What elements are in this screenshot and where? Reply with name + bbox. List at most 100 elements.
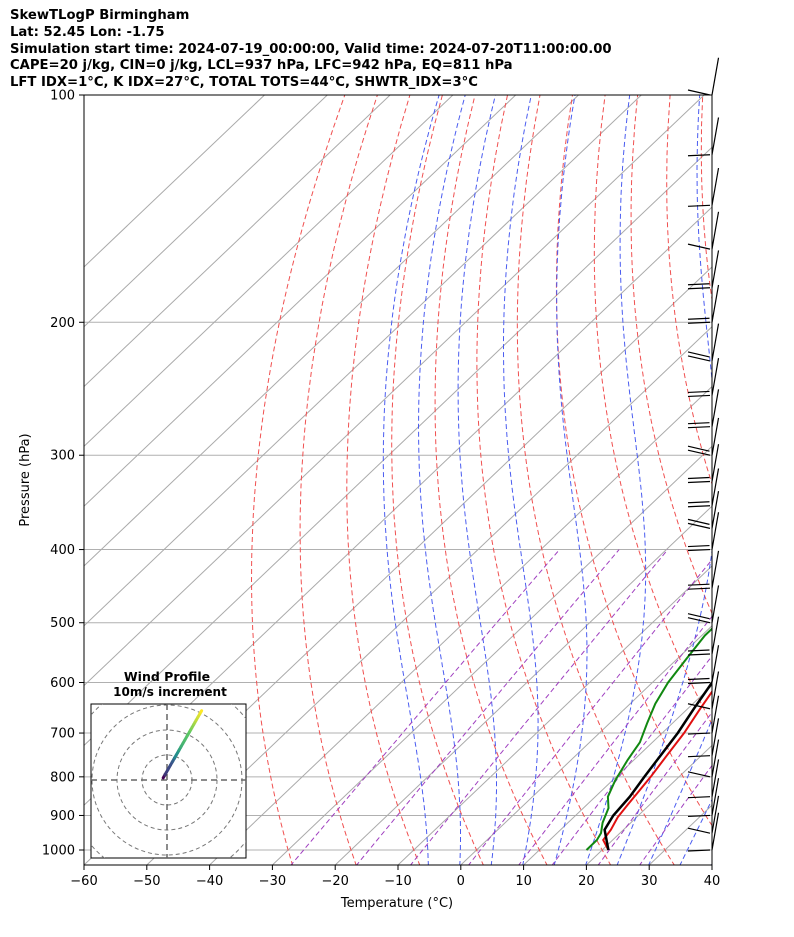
barb-flag	[687, 243, 711, 250]
barb-flag	[687, 732, 711, 735]
mixing-ratio-line	[551, 655, 712, 865]
y-tick-label: 400	[50, 543, 75, 558]
barb-flag	[687, 677, 710, 681]
barb-flag	[687, 449, 711, 456]
barb-flag	[687, 317, 710, 320]
barb-staff	[711, 718, 720, 756]
wind-barb	[687, 491, 720, 529]
wind-barb	[687, 795, 720, 834]
indices-line: LFT IDX=1°C, K IDX=27°C, TOTAL TOTS=44°C…	[10, 75, 478, 91]
dry-adiabat-line	[700, 95, 712, 303]
barb-flag	[687, 355, 711, 362]
barb-staff	[711, 585, 720, 623]
wind-barb	[687, 389, 720, 429]
barb-staff	[711, 739, 720, 777]
wind-barb	[687, 585, 720, 624]
isotherm-line	[84, 95, 328, 328]
moist-adiabat-line	[457, 95, 497, 865]
barb-flag	[687, 204, 711, 207]
barb-flag	[687, 283, 710, 286]
moist-adiabat-line	[503, 95, 539, 865]
barb-flag	[687, 445, 710, 452]
x-tick-label: −30	[259, 874, 286, 889]
wind-barb	[687, 358, 720, 398]
barb-staff	[711, 778, 720, 816]
wind-barb	[687, 718, 720, 758]
dry-adiabat-line	[391, 95, 484, 865]
x-tick-label: 20	[578, 874, 595, 889]
x-tick-label: 40	[704, 874, 721, 889]
wind-barb	[687, 250, 720, 290]
moist-adiabat-line	[382, 95, 440, 865]
time-line: Simulation start time: 2024-07-19_00:00:…	[10, 41, 612, 57]
x-tick-label: −60	[70, 874, 97, 889]
moist-adiabat-line	[648, 718, 712, 865]
barb-staff	[711, 167, 720, 206]
wind-barb	[687, 695, 720, 735]
isotherm-line	[84, 95, 265, 268]
mixing-ratio-line	[639, 764, 712, 865]
mixing-ratio-line	[518, 615, 712, 865]
barb-flag	[687, 518, 710, 525]
wind-barb	[687, 211, 720, 250]
y-tick-label: 1000	[42, 844, 75, 859]
barb-staff	[711, 695, 720, 734]
barb-staff	[711, 250, 720, 288]
moist-adiabat-line	[616, 95, 712, 865]
barb-staff	[711, 57, 720, 96]
hodograph-segment	[199, 709, 204, 714]
mixing-ratio-line	[355, 549, 620, 865]
barb-flag	[687, 287, 711, 290]
barb-staff	[711, 616, 720, 655]
temperature-line	[602, 689, 712, 851]
dry-adiabat-line	[555, 95, 712, 827]
barb-flag	[687, 613, 710, 620]
barb-flag	[687, 796, 711, 799]
isotherm-line	[774, 95, 794, 866]
barb-flag	[687, 505, 711, 508]
barb-flag	[687, 814, 711, 818]
barb-flag	[687, 544, 710, 548]
isotherm-line	[271, 445, 712, 865]
wind-barb	[687, 468, 720, 508]
y-tick-label: 100	[50, 89, 75, 104]
dry-adiabat-line	[476, 95, 612, 865]
barb-flag	[687, 849, 711, 852]
chart-title: SkewTLogP Birmingham	[10, 8, 190, 23]
barb-staff	[711, 468, 720, 506]
hodograph-title: Wind Profile	[124, 669, 210, 684]
dry-adiabat-line	[434, 95, 548, 865]
barb-flag	[687, 321, 711, 324]
dry-adiabat-line	[346, 95, 421, 865]
barb-staff	[711, 117, 720, 155]
wind-barb	[687, 739, 720, 778]
wind-barb	[687, 57, 720, 96]
isotherm-line	[84, 95, 705, 687]
isotherm-line	[84, 95, 642, 627]
barb-staff	[711, 417, 720, 456]
dry-adiabat-line	[250, 95, 346, 865]
isotherm-line	[585, 744, 712, 865]
x-tick-label: −50	[133, 874, 160, 889]
y-tick-label: 800	[50, 770, 75, 785]
location-line: Lat: 52.45 Lon: -1.75	[10, 24, 165, 40]
barb-staff	[711, 211, 720, 250]
chart-title-block: SkewTLogP Birmingham Lat: 52.45 Lon: -1.…	[10, 8, 612, 92]
wind-barb	[687, 778, 720, 818]
barb-staff	[711, 389, 720, 427]
barb-flag	[687, 422, 710, 425]
barb-flag	[687, 501, 710, 504]
x-tick-label: −20	[321, 874, 348, 889]
wind-barb	[687, 671, 720, 710]
barb-flag	[687, 351, 710, 358]
mixing-ratio-line	[597, 711, 712, 865]
mixing-ratio-line	[409, 549, 669, 865]
moist-adiabat-line	[553, 95, 588, 865]
barb-flag	[687, 771, 711, 778]
hodograph-plot	[91, 704, 246, 858]
barb-staff	[711, 491, 720, 529]
barb-flag	[687, 476, 710, 480]
dry-adiabat-line	[299, 95, 378, 865]
barb-staff	[711, 512, 720, 550]
